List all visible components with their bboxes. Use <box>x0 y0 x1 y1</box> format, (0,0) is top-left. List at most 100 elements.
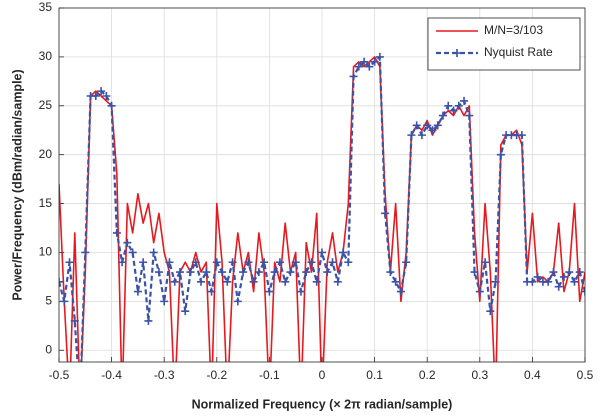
point-marker <box>212 258 221 267</box>
point-marker <box>165 258 174 267</box>
point-marker <box>154 268 163 277</box>
point-marker <box>375 52 384 61</box>
y-tick-label: 25 <box>39 98 53 112</box>
point-marker <box>302 268 311 277</box>
x-tick-label: 0.2 <box>419 368 436 382</box>
point-marker <box>296 287 305 296</box>
point-marker <box>128 248 137 257</box>
point-marker <box>197 277 206 286</box>
point-marker <box>333 277 342 286</box>
point-marker <box>496 150 505 159</box>
point-marker <box>175 268 184 277</box>
point-marker <box>559 272 568 281</box>
x-axis-label: Normalized Frequency (× 2π radian/sample… <box>192 397 453 411</box>
point-marker <box>444 101 453 110</box>
point-marker <box>475 287 484 296</box>
point-marker <box>307 258 316 267</box>
point-marker <box>181 307 190 316</box>
legend-label: Nyquist Rate <box>484 45 553 59</box>
point-marker <box>286 268 295 277</box>
point-marker <box>402 258 411 267</box>
point-marker <box>91 92 100 101</box>
point-marker <box>233 297 242 306</box>
point-marker <box>223 277 232 286</box>
plot-lines <box>59 52 585 403</box>
point-marker <box>281 277 290 286</box>
point-marker <box>123 238 132 247</box>
series-line <box>59 56 585 362</box>
point-marker <box>360 57 369 66</box>
x-tick-label: 0.1 <box>366 368 383 382</box>
point-marker <box>275 258 284 267</box>
point-marker <box>407 131 416 140</box>
point-marker <box>328 258 337 267</box>
point-marker <box>112 228 121 237</box>
y-tick-label: 0 <box>45 342 52 356</box>
point-marker <box>481 258 490 267</box>
point-marker <box>118 258 127 267</box>
point-marker <box>312 277 321 286</box>
point-marker <box>465 111 474 120</box>
point-marker <box>460 96 469 105</box>
point-marker <box>549 268 558 277</box>
point-marker <box>318 248 326 257</box>
point-marker <box>260 258 269 267</box>
point-marker <box>70 316 79 325</box>
plot-frame <box>58 7 586 363</box>
point-marker <box>486 307 495 316</box>
point-marker <box>102 92 111 101</box>
point-marker <box>423 121 432 130</box>
point-marker <box>97 87 106 96</box>
point-marker <box>170 277 179 286</box>
point-marker <box>139 258 148 267</box>
point-marker <box>528 277 537 286</box>
point-marker <box>581 287 585 296</box>
point-marker <box>349 72 358 81</box>
legend: M/N=3/103 Nyquist Rate <box>427 17 581 71</box>
point-marker <box>470 268 479 277</box>
legend-marker <box>453 49 461 57</box>
point-marker <box>386 268 395 277</box>
point-marker <box>228 258 237 267</box>
point-marker <box>65 258 74 267</box>
y-tick-label: 10 <box>39 245 53 259</box>
point-marker <box>544 277 553 286</box>
point-marker <box>59 277 63 286</box>
point-marker <box>218 268 227 277</box>
point-marker <box>60 297 69 306</box>
point-marker <box>107 101 116 110</box>
x-tick-label: 0 <box>319 368 326 382</box>
point-marker <box>412 121 421 130</box>
point-marker <box>391 277 400 286</box>
point-marker <box>565 268 574 277</box>
point-marker <box>344 258 353 267</box>
y-tick-label: 5 <box>45 294 52 308</box>
point-marker <box>239 268 248 277</box>
point-marker <box>438 111 447 120</box>
point-marker <box>381 209 390 218</box>
point-marker <box>554 282 563 291</box>
point-marker <box>191 258 200 267</box>
x-tick-label: -0.3 <box>154 368 175 382</box>
point-marker <box>149 248 158 257</box>
point-marker <box>160 297 169 306</box>
x-tick-label: 0.4 <box>524 368 541 382</box>
point-marker <box>244 258 253 267</box>
legend-box <box>427 17 581 71</box>
y-axis-label: Power/Frequency (dBm/radian/sample) <box>10 69 24 300</box>
point-marker <box>370 57 379 66</box>
point-marker <box>354 62 363 71</box>
point-marker <box>81 248 90 257</box>
y-tick-label: 35 <box>39 0 53 14</box>
point-marker <box>433 121 442 130</box>
point-marker <box>144 316 153 325</box>
y-tick-label: 30 <box>39 49 53 63</box>
x-tick-label: -0.1 <box>259 368 280 382</box>
point-marker <box>517 131 526 140</box>
point-marker <box>76 395 84 403</box>
point-marker <box>270 268 279 277</box>
point-marker <box>428 126 437 135</box>
y-tick-label: 15 <box>39 196 53 210</box>
point-marker <box>133 287 142 296</box>
